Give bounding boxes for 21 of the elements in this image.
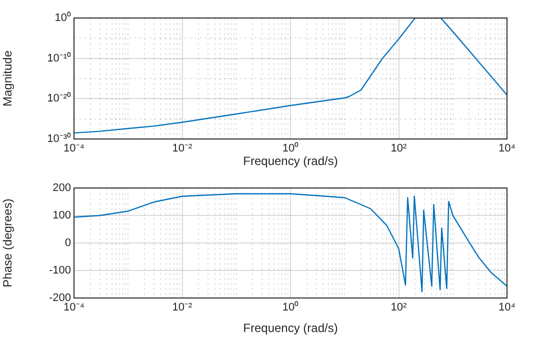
- y-tick-label: 10⁻¹⁰: [47, 51, 71, 64]
- y-tick-label: 200: [52, 182, 71, 194]
- x-axis-title: Frequency (rad/s): [243, 154, 338, 168]
- y-tick-label: 0: [64, 237, 71, 250]
- x-tick-label: 10⁻²: [172, 302, 193, 314]
- x-tick-label: 10⁰: [282, 142, 299, 155]
- x-tick-label: 10⁻⁴: [64, 302, 85, 314]
- x-axis-title: Frequency (rad/s): [243, 321, 338, 336]
- y-axis-title: Phase (degrees): [0, 198, 15, 288]
- y-tick-label: 10⁰: [54, 11, 71, 24]
- x-tick-label: 10²: [390, 302, 408, 314]
- y-axis-title: Magnitude: [0, 50, 15, 107]
- x-tick-label: 10⁻⁴: [64, 142, 85, 155]
- x-tick-label: 10⁰: [282, 300, 299, 314]
- x-tick-label: 10²: [390, 142, 408, 155]
- x-tick-label: 10⁴: [498, 142, 516, 155]
- y-tick-label: -100: [48, 264, 71, 277]
- x-tick-label: 10⁴: [498, 302, 516, 314]
- y-tick-label: 10⁻²⁰: [47, 92, 71, 105]
- y-tick-label: 100: [52, 210, 71, 222]
- x-tick-label: 10⁻²: [172, 142, 193, 155]
